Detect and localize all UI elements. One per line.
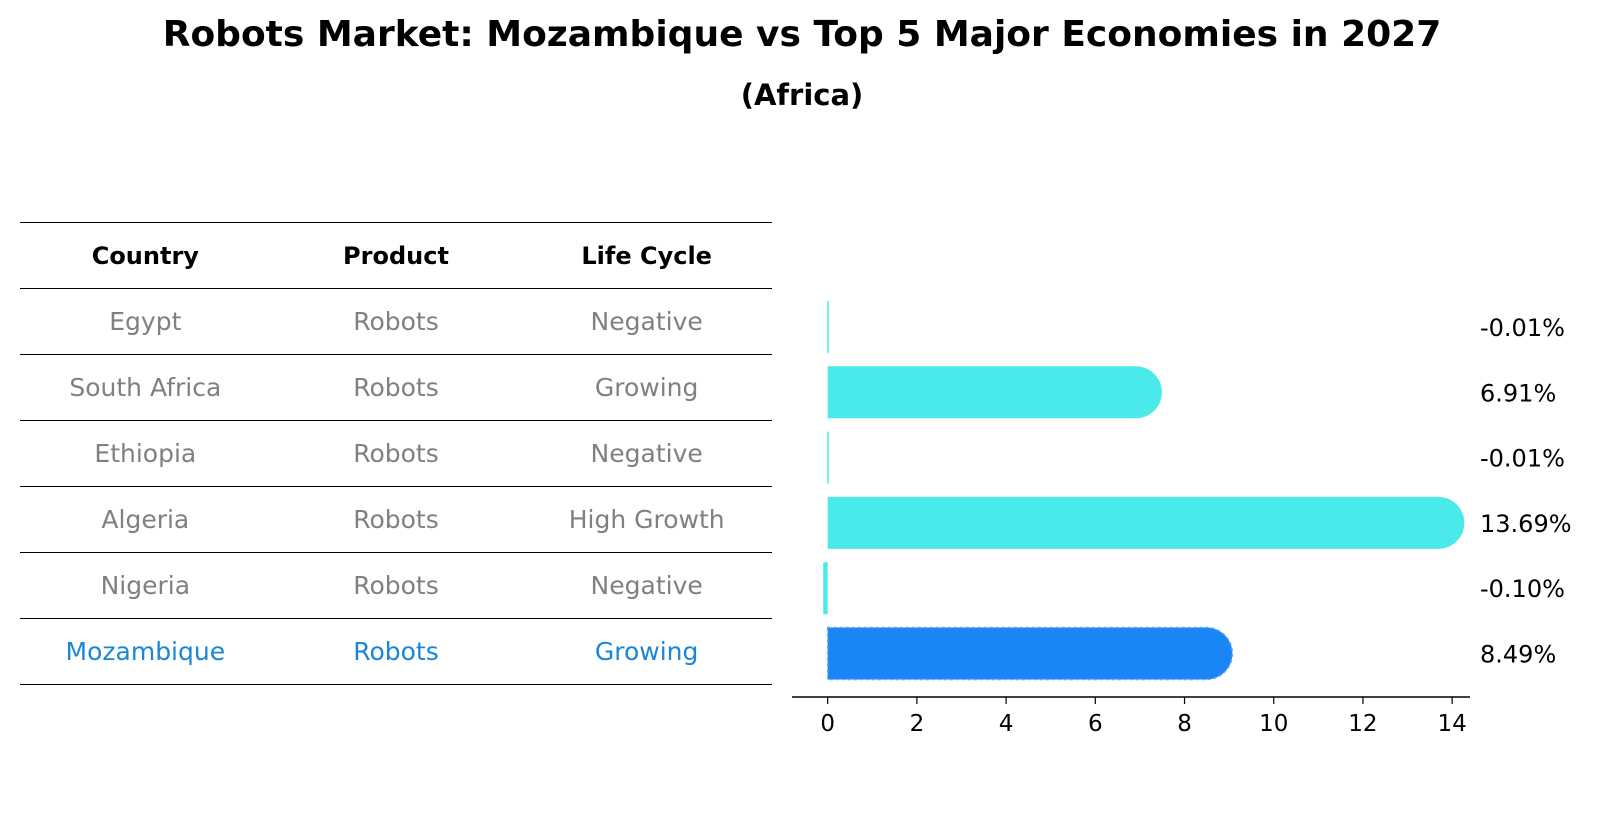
cell-product: Robots xyxy=(270,618,522,685)
value-label: 13.69% xyxy=(1480,510,1572,538)
table-row: Egypt Robots Negative xyxy=(20,288,772,355)
table-row: Nigeria Robots Negative xyxy=(20,552,772,619)
cell-life-cycle: Negative xyxy=(521,288,772,355)
table-row: Algeria Robots High Growth xyxy=(20,486,772,553)
value-label: -0.10% xyxy=(1480,575,1565,603)
cell-product: Robots xyxy=(270,486,522,553)
table-row: South Africa Robots Growing xyxy=(20,354,772,421)
cell-life-cycle: Negative xyxy=(521,420,772,487)
bar-egypt xyxy=(827,301,829,353)
cell-country: Mozambique xyxy=(20,618,271,685)
table-row: Ethiopia Robots Negative xyxy=(20,420,772,487)
header-life-cycle: Life Cycle xyxy=(521,222,772,289)
cell-life-cycle: Negative xyxy=(521,552,772,619)
data-table: Country Product Life Cycle Egypt Robots … xyxy=(20,222,772,685)
header-country: Country xyxy=(20,222,271,289)
x-tick-label: 2 xyxy=(910,711,925,737)
cell-country: Nigeria xyxy=(20,552,271,619)
bar-nigeria xyxy=(823,562,828,615)
cell-life-cycle: High Growth xyxy=(521,486,772,553)
table-header-row: Country Product Life Cycle xyxy=(20,222,772,289)
cell-country: South Africa xyxy=(20,354,271,421)
x-tick-label: 14 xyxy=(1438,711,1467,737)
chart-title: Robots Market: Mozambique vs Top 5 Major… xyxy=(162,14,1442,55)
value-label: -0.01% xyxy=(1480,314,1565,342)
value-label: -0.01% xyxy=(1480,445,1565,473)
header-product: Product xyxy=(270,222,522,289)
chart-subtitle: (Africa) xyxy=(740,78,864,112)
cell-country: Algeria xyxy=(20,486,271,553)
value-label: 8.49% xyxy=(1480,641,1556,669)
x-tick-label: 10 xyxy=(1259,711,1288,737)
bar-ethiopia xyxy=(827,431,829,484)
x-tick-label: 6 xyxy=(1088,711,1103,737)
cell-life-cycle: Growing xyxy=(521,618,772,685)
value-label: 6.91% xyxy=(1480,379,1556,407)
cell-product: Robots xyxy=(270,354,522,421)
x-tick-label: 4 xyxy=(999,711,1014,737)
bar-south-africa xyxy=(827,366,1162,419)
x-tick-label: 12 xyxy=(1348,711,1377,737)
table-row-highlight: Mozambique Robots Growing xyxy=(20,618,772,685)
cell-product: Robots xyxy=(270,552,522,619)
cell-product: Robots xyxy=(270,420,522,487)
cell-product: Robots xyxy=(270,288,522,355)
bar-mozambique xyxy=(826,626,1234,681)
x-tick-label: 8 xyxy=(1177,711,1192,737)
cell-country: Ethiopia xyxy=(20,420,271,487)
cell-life-cycle: Growing xyxy=(521,354,772,421)
x-tick-label: 0 xyxy=(820,711,835,737)
cell-country: Egypt xyxy=(20,288,271,355)
bar-algeria xyxy=(827,496,1465,549)
